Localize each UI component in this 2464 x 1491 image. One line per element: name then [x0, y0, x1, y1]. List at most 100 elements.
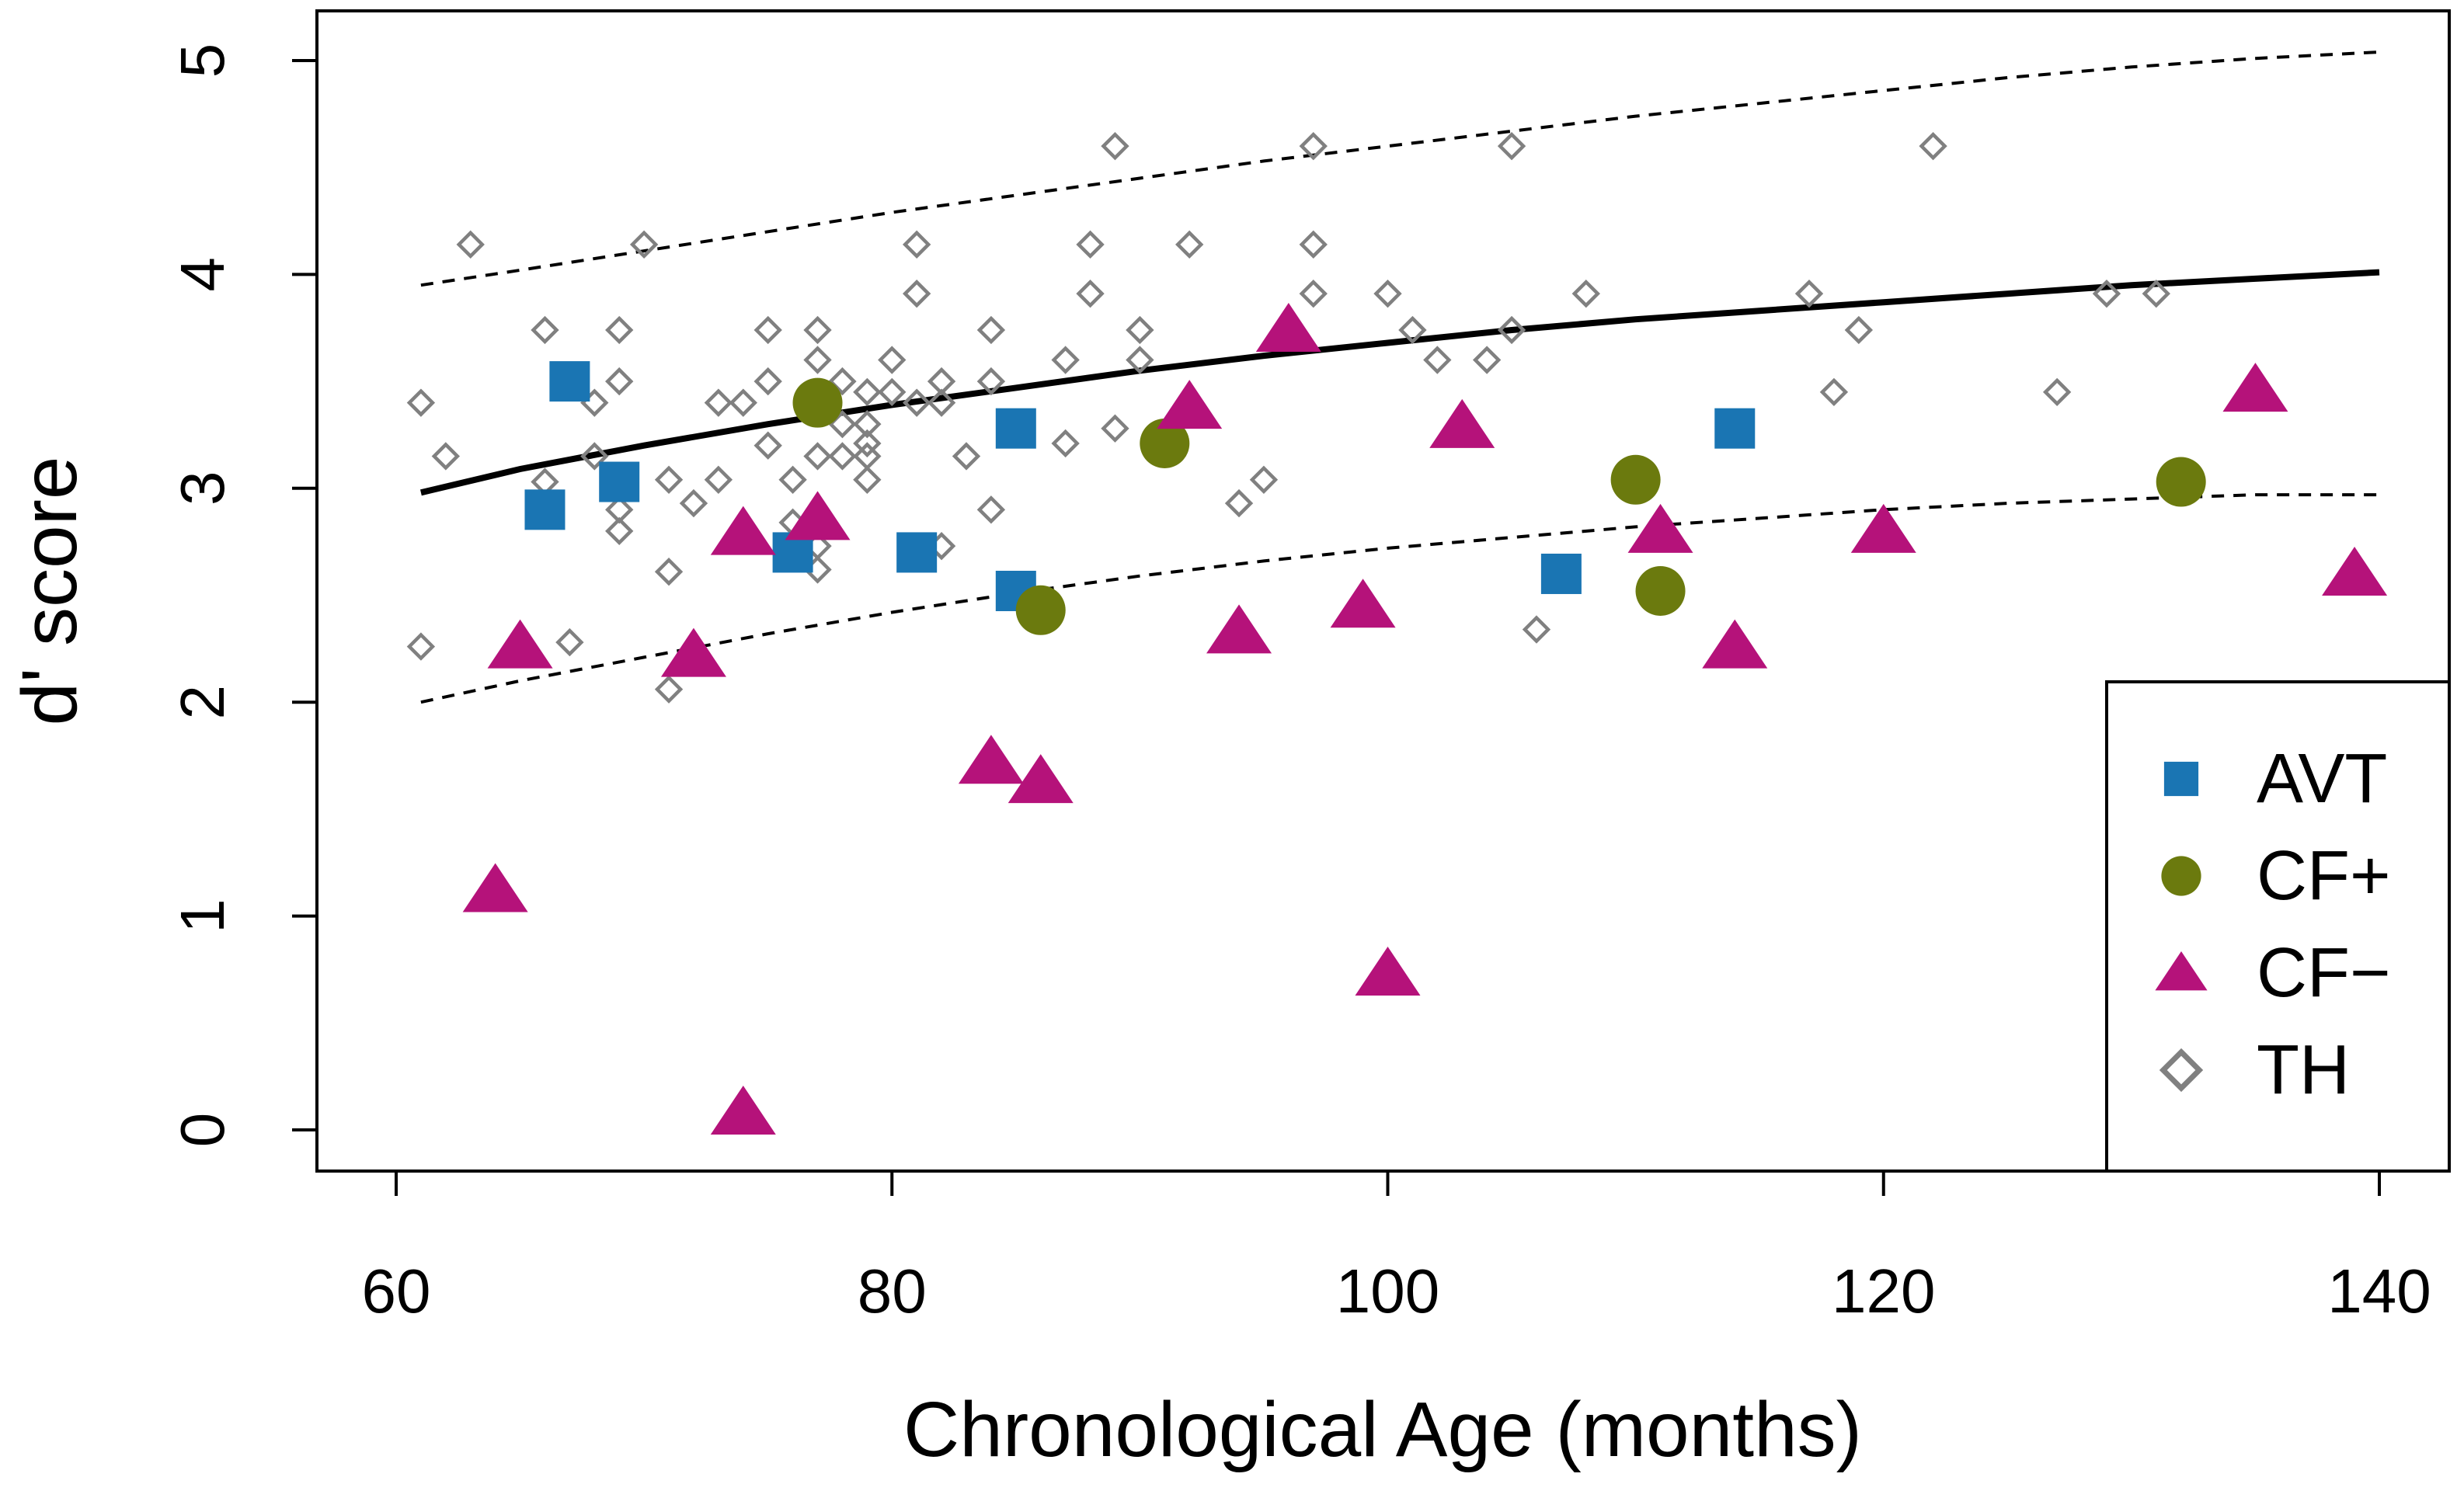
th-point [1249, 465, 1279, 494]
y-tick-label: 2 [168, 685, 237, 720]
th-point [456, 230, 485, 259]
legend: AVT CF+ CF− TH [2105, 680, 2451, 1173]
th-point [654, 465, 684, 494]
legend-label-avt: AVT [2257, 740, 2387, 818]
cf-minus-point [1157, 380, 1223, 429]
x-tick-label: 60 [362, 1256, 431, 1326]
th-point [605, 367, 634, 396]
th-point [654, 558, 684, 586]
th-point [2042, 377, 2072, 407]
avt-point [1540, 553, 1582, 594]
th-point [853, 409, 882, 439]
cf-plus-point [1635, 565, 1686, 616]
th-point [431, 442, 461, 471]
th-point [2142, 280, 2170, 308]
avt-point [896, 532, 938, 573]
th-point [778, 465, 807, 494]
th-point [679, 488, 708, 518]
cf-minus-point [2222, 363, 2288, 412]
th-point [605, 315, 634, 345]
avt-point [549, 361, 590, 402]
th-point [853, 429, 882, 458]
cf-plus-point [1015, 585, 1066, 635]
cf-minus-point [1255, 303, 1321, 353]
cf-minus-point [1850, 503, 1916, 553]
th-point [803, 442, 832, 471]
th-point [406, 388, 436, 417]
th-point [1373, 280, 1402, 308]
th-point [1794, 280, 1824, 308]
th-point [753, 315, 782, 345]
legend-label-cf-plus: CF+ [2257, 837, 2391, 915]
fit-line [419, 269, 2380, 496]
th-point [952, 442, 981, 471]
th-point [1919, 131, 1947, 161]
cf-minus-point [1206, 604, 1272, 654]
th-point [654, 675, 684, 704]
th-point [1497, 315, 1526, 345]
cf-minus-point [1008, 754, 1074, 804]
th-point [1571, 280, 1600, 308]
cf-minus-point [487, 619, 553, 669]
cf-minus-point [1355, 946, 1421, 996]
th-point [1076, 280, 1105, 308]
th-point [976, 495, 1006, 524]
th-point [828, 442, 857, 471]
th-point [1472, 346, 1502, 374]
th-point [976, 367, 1006, 396]
lower-bound-line [420, 493, 2379, 704]
th-point [853, 377, 882, 407]
th-point [878, 377, 907, 407]
cf-minus-point [785, 491, 851, 540]
th-point [605, 516, 634, 546]
y-tick-label: 3 [168, 471, 237, 506]
cf-plus-point [1140, 418, 1190, 468]
cf-plus-point [1610, 454, 1661, 505]
cf-plus-point [792, 377, 843, 428]
th-point [1076, 230, 1105, 259]
legend-marker-avt [2163, 761, 2199, 797]
th-point [902, 230, 931, 259]
th-point [1497, 131, 1526, 161]
th-point [1398, 315, 1427, 345]
x-axis-label: Chronological Age (months) [903, 1386, 1862, 1473]
th-point [1299, 131, 1328, 161]
x-tick-label: 80 [858, 1256, 927, 1326]
th-point [1819, 377, 1849, 407]
th-point [704, 465, 733, 494]
cf-minus-point [710, 506, 776, 555]
th-point [803, 346, 832, 374]
th-point [902, 280, 931, 308]
data-points [406, 131, 2388, 1135]
legend-box [2105, 680, 2451, 1173]
th-point [2092, 280, 2121, 308]
th-point [927, 388, 956, 417]
th-point [1299, 230, 1328, 259]
th-point [1101, 131, 1129, 161]
cf-minus-point [660, 627, 726, 677]
y-tick-label: 4 [168, 257, 237, 292]
avt-point [995, 408, 1036, 449]
th-point [580, 442, 609, 471]
th-point [1522, 615, 1551, 644]
x-tick-label: 120 [1832, 1256, 1935, 1326]
x-tick-label: 100 [1336, 1256, 1439, 1326]
avt-point [1714, 408, 1756, 449]
th-point [1051, 429, 1080, 458]
th-point [629, 230, 659, 259]
th-point [1175, 230, 1204, 259]
th-point [531, 315, 559, 345]
th-point [704, 388, 733, 417]
th-point [803, 315, 832, 345]
th-point [1101, 414, 1129, 443]
th-point [753, 431, 782, 460]
th-point [1051, 346, 1080, 374]
cf-minus-point [2322, 546, 2388, 596]
axes: 60 80 100 120 140 0 1 2 3 4 5 [168, 43, 2431, 1326]
th-point [555, 627, 584, 657]
avt-point [599, 461, 640, 502]
fit-lines [419, 50, 2380, 704]
y-tick-label: 0 [168, 1113, 237, 1148]
th-point [902, 388, 931, 417]
